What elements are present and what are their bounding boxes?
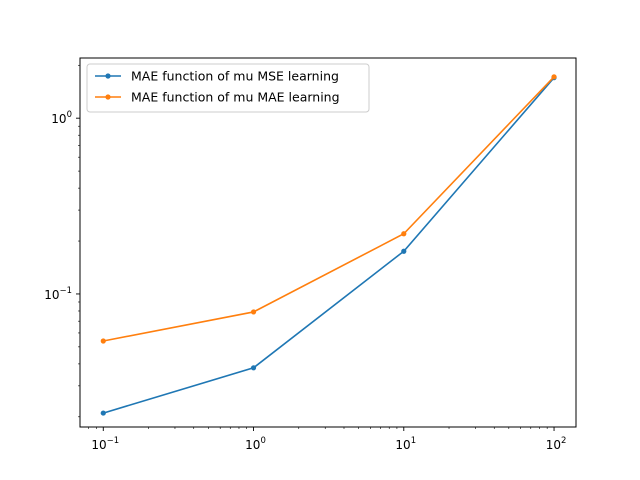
x-tick-label: 100 [245,436,266,452]
data-point [551,74,557,80]
x-tick-label: 10−1 [91,436,119,452]
y-tick-label: 10−1 [44,286,72,302]
series-1 [100,75,557,416]
data-point [401,248,407,254]
legend-marker [105,94,111,100]
minor-ticks [78,64,548,429]
major-ticks: 10−1 100 101 102 10−1 100 [44,110,566,452]
legend-box [86,63,370,113]
x-tick-label: 102 [546,436,567,452]
data-point [250,365,257,371]
data-point [401,231,407,237]
legend-entry: MAE function of mu MAE learning [95,90,340,105]
legend-entry: MAE function of mu MSE learning [95,69,339,84]
legend-label: MAE function of mu MAE learning [131,90,340,105]
series-line [103,76,555,342]
legend-label: MAE function of mu MSE learning [131,69,339,84]
legend: MAE function of mu MSE learning MAE funct… [86,63,370,113]
data-point [100,338,106,344]
y-tick-label: 100 [51,110,72,126]
series-2 [100,74,557,344]
x-tick-label: 101 [395,436,416,452]
data-point [250,309,257,315]
series-layer [100,74,557,416]
series-line [103,77,555,414]
plot-frame [79,57,577,428]
legend-marker [105,73,111,79]
data-point [100,410,106,416]
